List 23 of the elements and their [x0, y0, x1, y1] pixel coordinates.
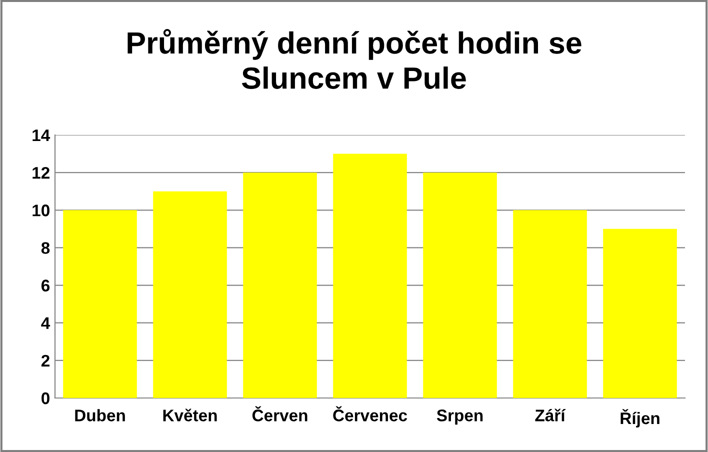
y-tick-label: 6 — [41, 280, 50, 292]
x-tick-label: Říjen — [620, 409, 660, 428]
x-tick-label: Červen — [252, 406, 308, 422]
bar — [153, 191, 227, 398]
y-tick-label: 2 — [41, 354, 50, 366]
bar — [513, 210, 587, 398]
x-tick-label: Květen — [163, 408, 217, 422]
x-tick-label: Září — [535, 408, 566, 422]
bar — [63, 210, 137, 398]
y-tick-label: 12 — [32, 166, 50, 179]
bar — [333, 154, 407, 398]
y-tick-label: 14 — [32, 130, 50, 142]
x-tick-label: Duben — [75, 409, 125, 422]
bar — [423, 172, 497, 398]
bar — [603, 228, 677, 398]
y-tick-label: 0 — [42, 392, 50, 404]
y-tick-label: 8 — [41, 242, 50, 254]
chart-title: Průměrný denní počet hodin se Sluncem v Pule — [128, 29, 582, 89]
bar — [243, 172, 317, 398]
x-tick-label: Srpen — [436, 410, 483, 425]
y-tick-label: 10 — [32, 204, 50, 216]
x-tick-label: Červenec — [333, 406, 408, 422]
y-tick-label: 4 — [41, 317, 50, 329]
